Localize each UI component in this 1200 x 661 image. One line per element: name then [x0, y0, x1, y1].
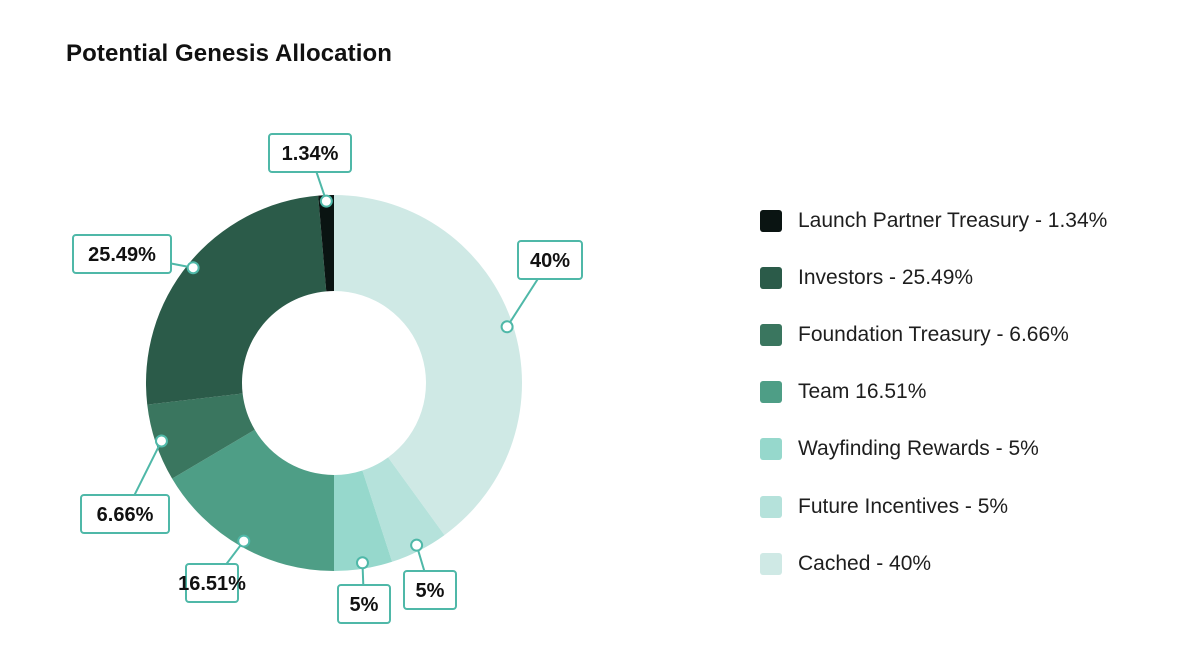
callout-box: [72, 234, 172, 274]
slice-data-label: 25.49%: [88, 244, 156, 266]
legend-label: Launch Partner Treasury - 1.34%: [798, 208, 1108, 232]
donut-slice: [318, 195, 334, 292]
donut-slice: [172, 429, 334, 571]
callout-box: [337, 584, 391, 624]
legend-item: Team 16.51%: [760, 364, 1107, 421]
legend-swatch: [760, 266, 782, 289]
slice-data-label: 40%: [530, 250, 570, 272]
slice-data-label: 6.66%: [97, 504, 154, 526]
donut-slice: [146, 195, 327, 405]
legend-label: Foundation Treasury - 6.66%: [798, 322, 1069, 346]
legend-label: Future Incentives - 5%: [798, 494, 1009, 518]
callout-anchor-dot: [410, 538, 424, 552]
callout-box: [185, 563, 239, 603]
chart-title: Potential Genesis Allocation: [66, 40, 392, 67]
legend-swatch: [760, 495, 782, 518]
legend-swatch: [760, 323, 782, 346]
callout-box: [80, 494, 170, 534]
legend-item: Launch Partner Treasury - 1.34%: [760, 192, 1107, 249]
callout-anchor-dot: [355, 556, 369, 570]
legend-label: Cached - 40%: [798, 551, 932, 575]
legend-item: Wayfinding Rewards - 5%: [760, 421, 1107, 478]
donut-slice: [362, 457, 445, 562]
slice-data-label: 1.34%: [282, 143, 339, 165]
legend-item: Foundation Treasury - 6.66%: [760, 306, 1107, 363]
callout-anchor-dot: [500, 320, 514, 334]
slice-data-label: 16.51%: [178, 573, 246, 595]
chart-legend: Launch Partner Treasury - 1.34% Investors…: [760, 192, 1107, 592]
callout-anchor-dot: [154, 434, 168, 448]
callout-anchor-dot: [319, 194, 333, 208]
slice-callouts: 40% 5% 5% 16.51% 6.66% 25.49% 1.34%: [72, 133, 583, 624]
legend-label: Wayfinding Rewards - 5%: [798, 437, 1039, 461]
legend-swatch: [760, 209, 782, 232]
slice-data-label: 5%: [350, 594, 379, 616]
legend-label: Investors - 25.49%: [798, 265, 974, 289]
legend-item: Cached - 40%: [760, 535, 1107, 592]
legend-swatch: [760, 438, 782, 461]
donut-slices: [146, 195, 522, 571]
legend-item: Future Incentives - 5%: [760, 478, 1107, 535]
legend-swatch: [760, 381, 782, 404]
legend-label: Team 16.51%: [798, 380, 927, 404]
callout-anchor-dot: [237, 534, 251, 548]
donut-slice: [147, 393, 255, 479]
callout-box: [403, 570, 457, 610]
callout-anchor-dot: [186, 261, 200, 275]
legend-item: Investors - 25.49%: [760, 249, 1107, 306]
donut-slice: [334, 195, 522, 536]
slice-data-label: 5%: [416, 580, 445, 602]
legend-swatch: [760, 552, 782, 575]
callout-box: [268, 133, 352, 173]
donut-slice: [334, 470, 393, 571]
callout-box: [517, 240, 583, 280]
